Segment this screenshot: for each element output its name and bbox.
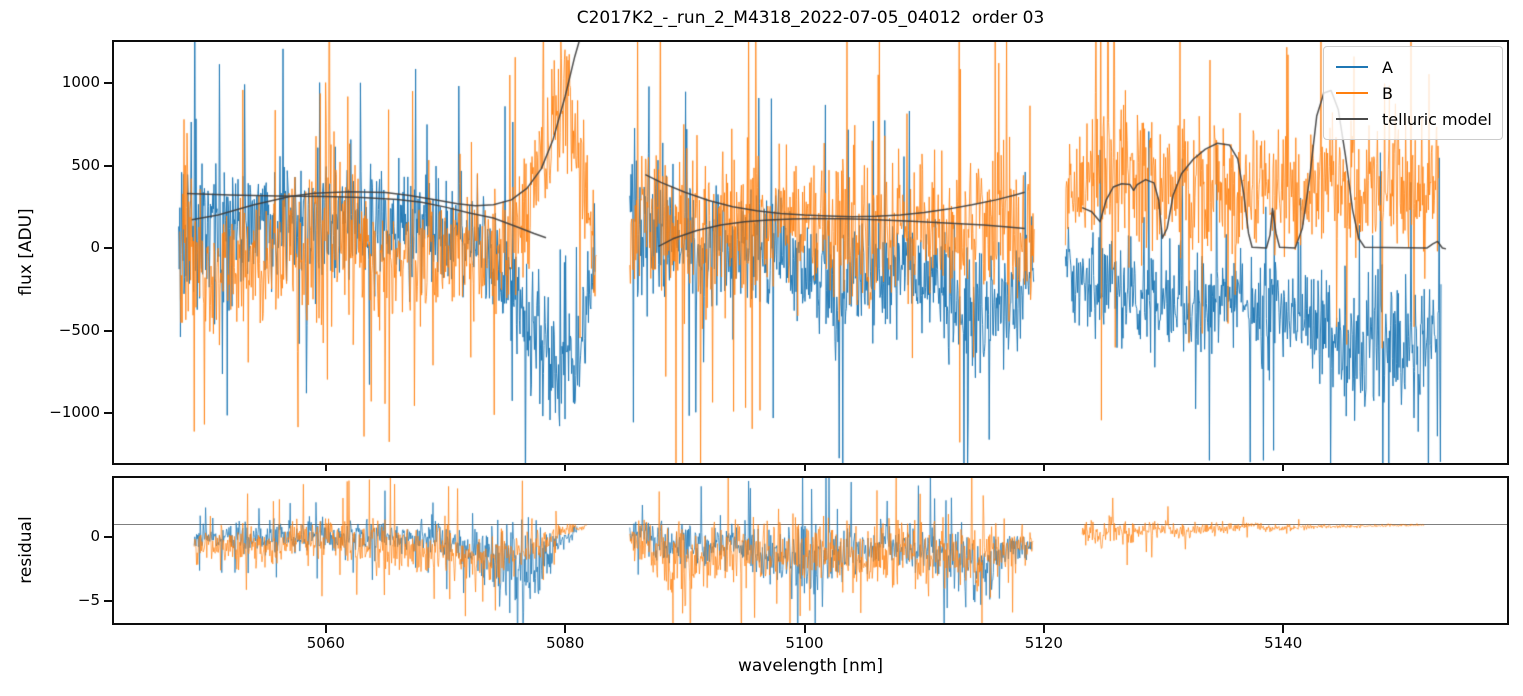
x-tick-label: 5060: [306, 634, 345, 652]
flux-y-tick-label: −500: [58, 320, 100, 339]
x-tick-mark: [1282, 623, 1285, 633]
residual-y-tick-label: −5: [77, 591, 100, 610]
legend-label-telluric-model: telluric model: [1382, 109, 1492, 129]
flux-y-tick-mark: [104, 164, 112, 167]
plot-title: C2017K2_-_run_2_M4318_2022-07-05_04012 o…: [576, 8, 1045, 28]
x-tick-label: 5100: [785, 634, 824, 652]
legend-label-B: B: [1382, 83, 1393, 103]
x-tick-label: 5140: [1264, 634, 1303, 652]
x-tick-label: 5080: [546, 634, 585, 652]
flux-y-tick-mark: [104, 412, 112, 414]
legend-entry-B: B: [1324, 80, 1502, 106]
flux-y-tick-mark: [104, 82, 112, 85]
x-tick-mark: [1282, 463, 1285, 471]
x-tick-mark: [324, 623, 327, 633]
residual-plot-area: [114, 478, 1507, 623]
x-tick-mark: [1042, 463, 1045, 471]
x-axis-label: wavelength [nm]: [737, 656, 884, 676]
flux-y-tick-label: 1000: [61, 73, 100, 92]
flux-plot-area: [114, 42, 1507, 463]
flux-y-tick-label: −1000: [49, 403, 100, 421]
x-tick-mark: [803, 463, 806, 471]
residual-panel: [112, 476, 1509, 625]
flux-y-tick-label: 500: [71, 155, 100, 174]
residual-y-tick-mark: [104, 536, 112, 539]
flux-y-tick-label: 0: [90, 238, 100, 257]
flux-y-tick-mark: [104, 247, 112, 250]
flux-y-tick-mark: [104, 329, 112, 332]
flux-panel: A B telluric model: [112, 40, 1509, 465]
telluric-model-line-swatch: [1336, 118, 1368, 120]
legend-label-A: A: [1382, 57, 1393, 77]
residual-y-tick-label: 0: [90, 527, 100, 546]
x-tick-mark: [1042, 623, 1045, 633]
x-tick-label: 5120: [1024, 634, 1063, 652]
legend: A B telluric model: [1323, 46, 1503, 140]
series-A-line-swatch: [1336, 66, 1368, 68]
x-tick-mark: [564, 463, 567, 471]
x-tick-mark: [564, 623, 567, 633]
x-tick-mark: [803, 623, 806, 633]
series-B-line-swatch: [1336, 92, 1368, 94]
x-tick-mark: [324, 463, 327, 471]
legend-entry-A: A: [1324, 54, 1502, 80]
legend-entry-telluric-model: telluric model: [1324, 106, 1502, 132]
residual-y-tick-mark: [104, 600, 112, 603]
